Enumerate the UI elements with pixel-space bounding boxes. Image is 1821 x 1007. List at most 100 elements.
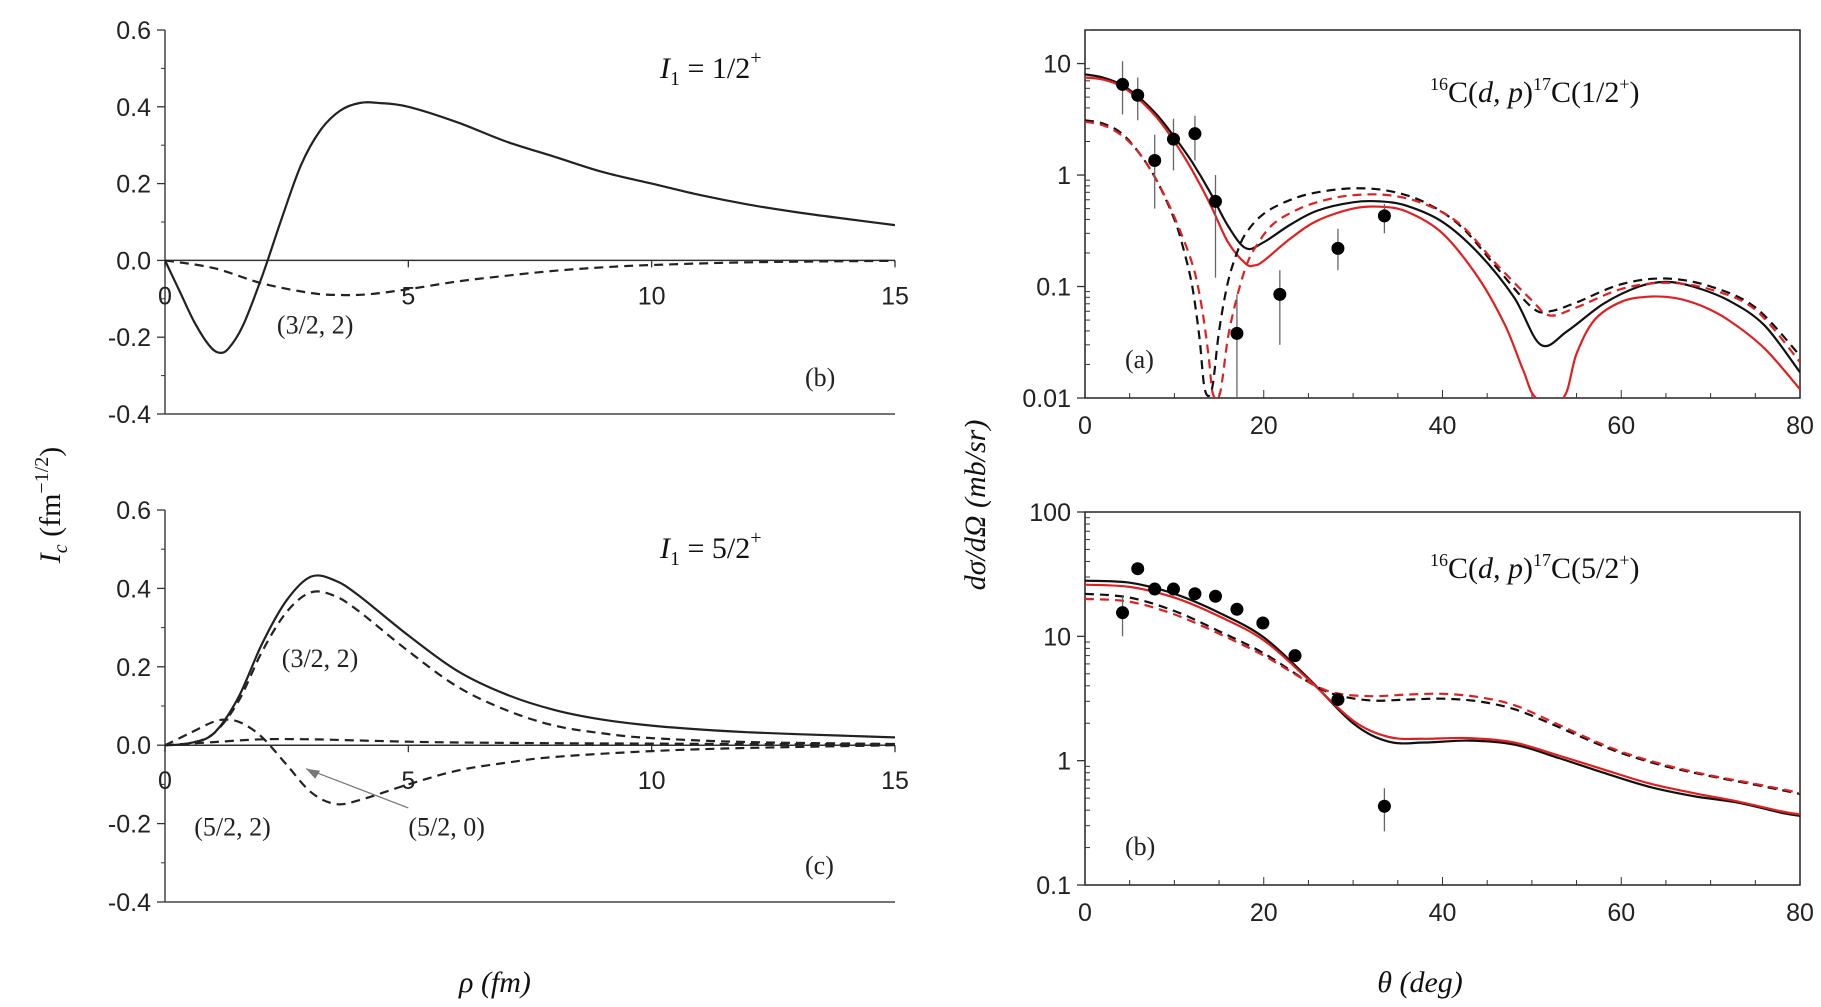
annotation-close: ) [1630, 76, 1640, 109]
y-tick-label: 100 [1029, 499, 1071, 527]
data-point [1331, 693, 1345, 707]
y-tick-label: -0.4 [108, 401, 151, 429]
data-point [1116, 606, 1130, 620]
panel-label: (c) [805, 851, 834, 880]
y-tick-label: 0.4 [116, 575, 151, 603]
y-tick-label: -0.4 [108, 889, 151, 917]
x-tick-label: 10 [638, 282, 666, 310]
right-xlabel: θ (deg) [1377, 966, 1463, 999]
right-ylabel-text: dσ/dΩ (mb/sr) [959, 420, 992, 591]
annotation-c2: C(1/2 [1551, 76, 1619, 109]
data-point [1230, 602, 1244, 616]
x-tick-label: 80 [1786, 412, 1814, 440]
y-tick-label: 0.0 [116, 732, 151, 760]
panel-annotation: I1 = 1/2+ [659, 47, 762, 90]
annotation-sup: + [750, 527, 761, 549]
annotation-mass-2: 17 [1533, 74, 1551, 94]
annotation-close-paren: ) [1523, 76, 1533, 109]
plot-area [1085, 579, 1800, 817]
annotation-c1: C( [1448, 552, 1478, 585]
data-point [1331, 241, 1345, 255]
plot-area [165, 574, 895, 806]
annotation-dp: d, p [1478, 552, 1523, 585]
panel-annotation: 16C(d, p)17C(5/2+) [1430, 550, 1640, 585]
series-line-black-solid [1085, 579, 1800, 817]
series-line-red-solid [1085, 76, 1800, 398]
x-tick-label: 15 [881, 767, 909, 795]
left-ylabel: Ic (fm−1/2) [31, 447, 72, 565]
series-line--3-2-2- [165, 590, 895, 747]
data-point [1166, 582, 1180, 596]
annotation-close-paren: ) [1523, 552, 1533, 585]
arrow-line [305, 768, 409, 809]
annotation-rest: = 5/2 [680, 532, 750, 565]
y-tick-label: -0.2 [108, 324, 151, 352]
annotation-sup: + [750, 47, 761, 69]
series-line-black-dashed [1085, 592, 1800, 795]
left-xlabel: ρ (fm) [458, 966, 531, 999]
data-point [1273, 287, 1287, 301]
data-point [1288, 649, 1302, 663]
y-tick-label: 10 [1043, 623, 1071, 651]
x-tick-label: 0 [1078, 412, 1092, 440]
y-tick-label: 0.1 [1036, 872, 1071, 900]
annotation-sup: + [1619, 74, 1629, 94]
data-point [1148, 154, 1162, 168]
series-line-red-solid [1085, 583, 1800, 816]
panel-c-left: -0.4 -0.2 0.0 0.2 0.4 0.6 0 5 10 15 (c) I1 = 5/2+ (3… [108, 497, 909, 917]
y-tick-label: 0.2 [116, 654, 151, 682]
left-ylabel-main: I [34, 551, 67, 564]
y-tick-label: 1 [1057, 748, 1071, 776]
left-ylabel-close: ) [34, 447, 67, 457]
annotation-mass-1: 16 [1430, 550, 1448, 570]
left-ylabel-unit: (fm [34, 494, 67, 537]
data-point [1148, 582, 1162, 596]
data-point [1188, 127, 1202, 141]
x-tick-label: 15 [881, 282, 909, 310]
annotation-main: I [659, 52, 672, 85]
data-point [1131, 88, 1145, 102]
x-tick-label: 5 [401, 767, 415, 795]
data-point [1208, 194, 1222, 208]
y-tick-label: 0.01 [1022, 385, 1071, 413]
data-point [1131, 562, 1145, 576]
panel-label: (b) [805, 363, 835, 392]
data-point [1230, 326, 1244, 340]
annotation-sup: + [1619, 550, 1629, 570]
svg-text:Ic (fm−1/2): Ic (fm−1/2) [31, 447, 72, 565]
panel-annotation: 16C(d, p)17C(1/2+) [1430, 74, 1640, 109]
y-tick-label: 0.6 [116, 17, 151, 45]
x-tick-label: 60 [1607, 412, 1635, 440]
arrow-head [306, 768, 321, 779]
annotation-rest: = 1/2 [680, 52, 750, 85]
annotation-sub: 1 [670, 548, 680, 570]
panel-label: (b) [1125, 832, 1155, 861]
curve-label: (3/2, 2) [282, 644, 359, 673]
data-point [1116, 77, 1130, 91]
annotation-dp: d, p [1478, 76, 1523, 109]
series-line--5-2-2- [165, 718, 895, 806]
y-tick-label: 0.0 [116, 247, 151, 275]
left-ylabel-sub: c [50, 544, 72, 553]
y-tick-label: 0.6 [116, 497, 151, 525]
annotation-mass-2: 17 [1533, 550, 1551, 570]
left-ylabel-exp: −1/2 [31, 457, 53, 494]
curve-label: (3/2, 2) [277, 310, 354, 339]
series-line--5-2-0- [165, 737, 895, 747]
right-ylabel: dσ/dΩ (mb/sr) [959, 420, 992, 591]
y-tick-label: 0.2 [116, 171, 151, 199]
data-point [1188, 587, 1202, 601]
series-line-red-dashed [1085, 120, 1800, 398]
annotation-sub: 1 [670, 68, 680, 90]
curve-label: (5/2, 2) [194, 812, 271, 841]
x-tick-label: 10 [638, 767, 666, 795]
annotation-main: I [659, 532, 672, 565]
y-tick-label: 1 [1057, 162, 1071, 190]
panel-label: (a) [1125, 345, 1154, 374]
data-point [1256, 616, 1270, 630]
data-point [1166, 132, 1180, 146]
y-tick-label: -0.2 [108, 811, 151, 839]
plot-area [1085, 73, 1800, 398]
